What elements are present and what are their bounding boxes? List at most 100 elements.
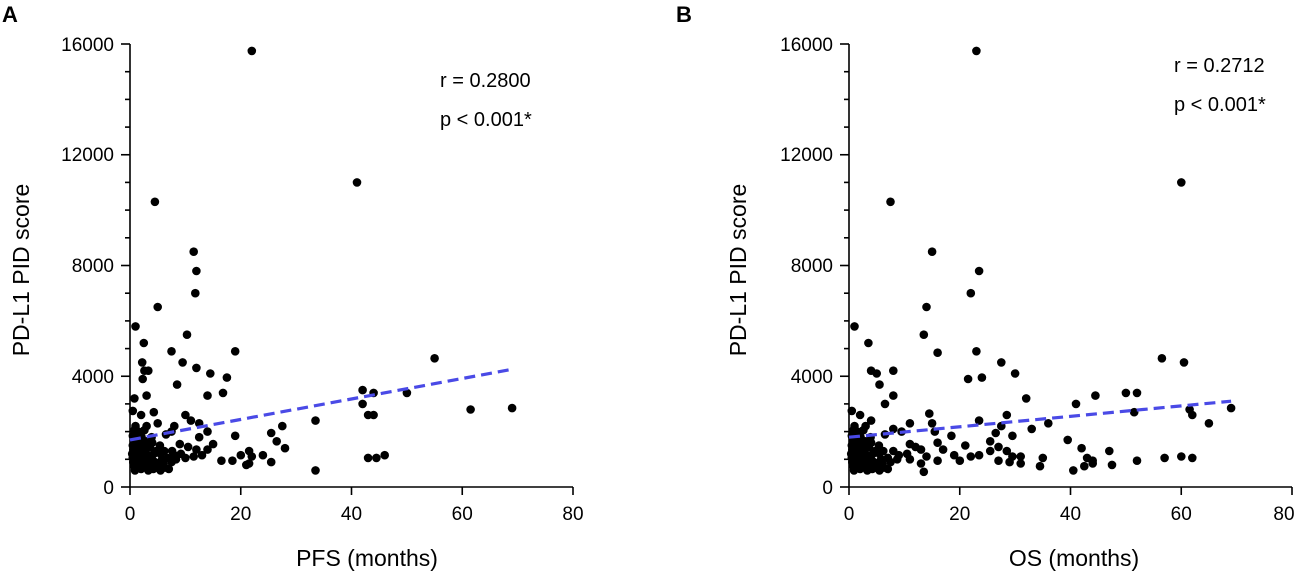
data-point xyxy=(206,369,215,378)
data-point xyxy=(142,391,151,400)
data-point xyxy=(1027,424,1036,434)
data-point xyxy=(1038,453,1048,463)
data-point xyxy=(1035,461,1045,471)
y-tick-label: 8000 xyxy=(791,256,833,277)
data-point xyxy=(974,416,984,425)
y-tick-label: 4000 xyxy=(791,367,833,388)
data-point xyxy=(994,442,1003,452)
correlation-r: r = 0.2712 xyxy=(1174,55,1265,77)
data-point xyxy=(1107,460,1117,470)
panel-a-y-axis: 0 4000 8000 12000 16000 xyxy=(61,35,131,499)
data-point xyxy=(164,464,174,474)
data-point xyxy=(137,358,147,367)
data-point xyxy=(280,443,290,453)
data-point xyxy=(203,391,212,400)
x-tick-label: 20 xyxy=(230,504,251,525)
data-point xyxy=(203,427,212,436)
data-point xyxy=(130,394,139,403)
data-point xyxy=(189,452,198,461)
data-point xyxy=(1204,419,1214,428)
data-point xyxy=(889,424,898,434)
y-tick-label: 8000 xyxy=(72,256,114,277)
data-point xyxy=(242,460,251,470)
data-point xyxy=(922,302,931,312)
data-point xyxy=(938,445,948,454)
data-point xyxy=(925,409,934,418)
data-point xyxy=(181,410,190,420)
data-point xyxy=(194,432,204,442)
data-point xyxy=(153,419,162,428)
data-point xyxy=(230,347,240,356)
data-point xyxy=(358,385,367,395)
y-axis-title: PD-L1 PID score xyxy=(725,184,751,357)
data-point xyxy=(208,439,218,449)
x-axis-title: OS (months) xyxy=(1009,545,1139,571)
data-point xyxy=(197,450,207,460)
data-point xyxy=(985,437,995,446)
data-point xyxy=(850,322,859,331)
data-point xyxy=(352,178,362,187)
x-tick-label: 80 xyxy=(562,504,583,525)
x-tick-label: 0 xyxy=(844,504,855,525)
data-point xyxy=(311,416,320,425)
data-point xyxy=(153,302,162,312)
trendline xyxy=(848,399,1232,439)
data-point xyxy=(875,380,884,389)
y-tick-label: 12000 xyxy=(780,145,833,166)
data-point xyxy=(136,464,146,474)
data-point xyxy=(266,457,276,467)
panel-a: A 0 4000 8000 12000 16000 xyxy=(2,2,584,571)
panel-a-trendline-group xyxy=(129,367,513,442)
data-point xyxy=(430,354,439,363)
data-point xyxy=(258,450,268,460)
data-point xyxy=(875,466,884,475)
data-point xyxy=(963,374,973,384)
trendline xyxy=(129,367,513,442)
data-point xyxy=(369,410,378,420)
data-point xyxy=(1121,388,1131,398)
y-tick-label: 4000 xyxy=(72,367,114,388)
data-point xyxy=(192,363,201,373)
data-point xyxy=(181,453,190,463)
data-point xyxy=(1091,391,1100,400)
data-point xyxy=(974,266,984,276)
data-point xyxy=(1010,369,1020,378)
data-point xyxy=(149,407,159,417)
data-point xyxy=(997,358,1006,367)
data-point xyxy=(192,266,201,276)
data-point xyxy=(985,446,995,456)
data-point xyxy=(186,416,196,425)
data-point xyxy=(136,410,146,420)
data-point xyxy=(972,46,981,56)
data-point xyxy=(358,399,367,409)
panel-b-letter: B xyxy=(676,2,692,27)
data-point xyxy=(855,464,865,474)
data-point xyxy=(949,450,959,460)
data-point xyxy=(947,431,956,441)
data-point xyxy=(1177,452,1186,461)
x-tick-label: 60 xyxy=(1171,504,1192,525)
data-point xyxy=(363,453,373,463)
data-point xyxy=(150,197,160,207)
x-tick-label: 0 xyxy=(125,504,136,525)
data-point xyxy=(1105,446,1114,456)
panel-b-x-axis: 0 20 40 60 80 xyxy=(844,486,1295,525)
data-point xyxy=(933,438,942,448)
data-point xyxy=(922,452,931,461)
y-tick-label: 12000 xyxy=(61,145,114,166)
data-point xyxy=(886,197,895,207)
data-point xyxy=(1002,446,1012,456)
data-point xyxy=(905,419,915,428)
data-point xyxy=(966,288,976,298)
data-point xyxy=(892,455,902,464)
data-point xyxy=(916,445,926,454)
data-point xyxy=(859,425,868,435)
data-point xyxy=(191,288,200,298)
data-point xyxy=(1077,443,1086,453)
data-point xyxy=(1132,388,1142,398)
data-point xyxy=(1021,394,1031,403)
data-point xyxy=(140,425,149,435)
data-point xyxy=(372,453,381,463)
data-point xyxy=(1002,410,1012,420)
data-point xyxy=(1069,466,1078,475)
